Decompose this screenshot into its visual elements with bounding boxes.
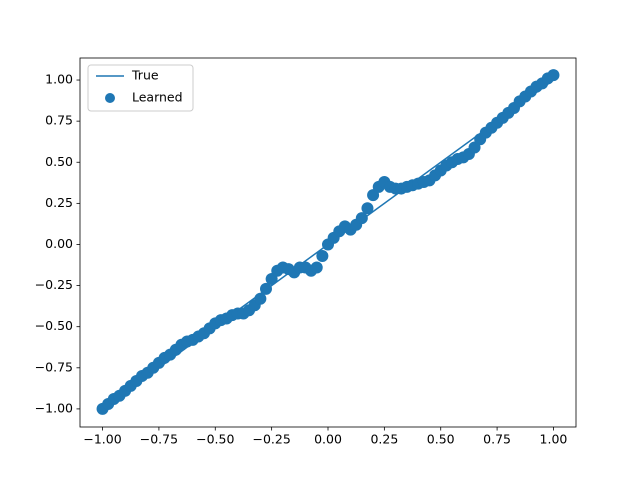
x-tick-label: −0.75	[140, 432, 178, 447]
learned-point	[547, 69, 560, 82]
x-tick-label: 0.75	[483, 432, 511, 447]
y-tick-label: −0.50	[35, 318, 73, 333]
y-tick-label: 0.50	[45, 154, 73, 169]
learned-point	[260, 282, 272, 295]
y-tick-label: 0.75	[45, 113, 73, 128]
x-tick-label: 0.25	[370, 432, 398, 447]
y-tick-label: −1.00	[35, 400, 73, 415]
legend-label: Learned	[132, 90, 183, 105]
axes-frame	[79, 57, 577, 428]
legend-label: True	[131, 68, 159, 83]
x-tick-label: −0.25	[252, 432, 290, 447]
x-tick-label: 1.00	[540, 432, 568, 447]
x-tick-label: −0.50	[196, 432, 234, 447]
learned-point	[361, 202, 374, 215]
learned-point	[254, 292, 267, 305]
y-tick-label: 0.00	[45, 236, 73, 251]
x-tick-label: 0.50	[427, 432, 455, 447]
y-tick-label: −0.25	[35, 277, 73, 292]
y-tick-label: 1.00	[45, 72, 73, 87]
learned-point	[316, 249, 329, 262]
learned-point	[355, 212, 368, 225]
legend-marker	[105, 93, 115, 103]
learned-point	[310, 261, 323, 274]
y-tick-label: 0.25	[45, 195, 73, 210]
y-tick-label: −0.75	[35, 359, 73, 374]
x-tick-label: 0.00	[314, 432, 342, 447]
x-tick-label: −1.00	[83, 432, 121, 447]
